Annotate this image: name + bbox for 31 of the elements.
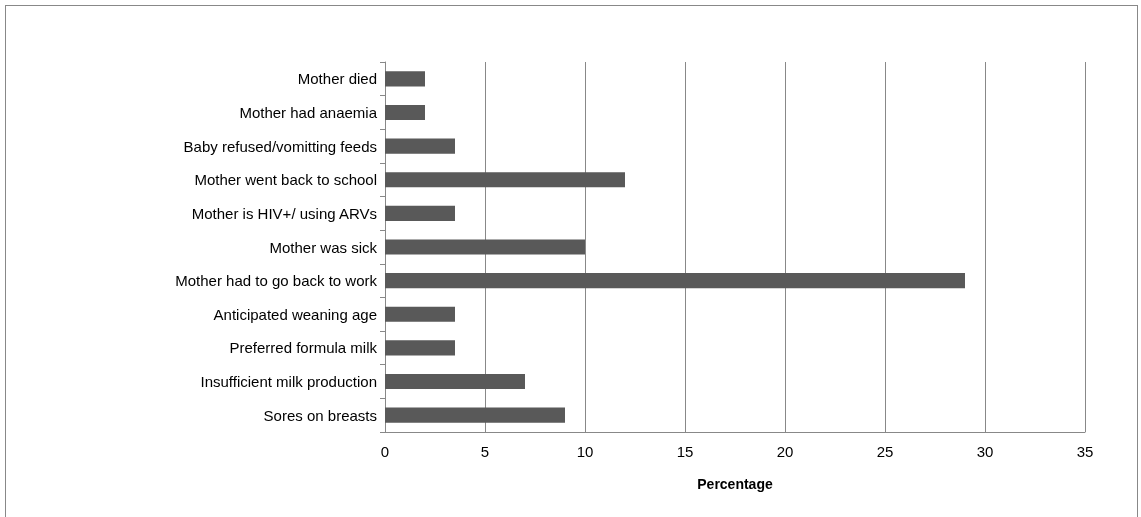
y-tick-label: Preferred formula milk [229, 339, 378, 357]
y-tick-label: Sores on breasts [263, 406, 377, 424]
bar [385, 273, 965, 289]
x-tick-label: 15 [676, 443, 694, 460]
y-tick-label: Mother had to go back to work [175, 272, 378, 290]
bar [385, 138, 455, 154]
y-tick-label: Mother went back to school [194, 171, 377, 189]
y-tick-label: Mother was sick [269, 238, 378, 256]
bar [385, 172, 625, 188]
y-tick-label: Mother had anaemia [239, 103, 378, 121]
bar [385, 104, 425, 121]
y-tick-label: Mother is HIV+/ using ARVs [191, 204, 377, 222]
x-tick-label: 5 [480, 443, 490, 460]
bar [385, 71, 425, 87]
bar [385, 239, 585, 255]
x-tick-label: 10 [576, 443, 594, 460]
y-tick-label: Anticipated weaning age [213, 305, 377, 323]
bar [385, 373, 525, 390]
bar [385, 306, 455, 322]
bar [385, 205, 455, 221]
bar [385, 340, 455, 356]
y-tick-label: Mother died [297, 70, 377, 88]
x-tick-label: 20 [776, 443, 794, 460]
x-tick-label: 30 [976, 443, 994, 460]
x-tick-label: 0 [380, 443, 390, 460]
y-tick-label: Baby refused/vomitting feeds [183, 137, 377, 155]
x-tick-label: 25 [876, 443, 894, 460]
y-tick-label: Insufficient milk production [200, 373, 377, 391]
x-tick-label: 35 [1076, 443, 1094, 460]
x-axis-title: Percentage [697, 476, 773, 492]
bar [385, 407, 565, 423]
